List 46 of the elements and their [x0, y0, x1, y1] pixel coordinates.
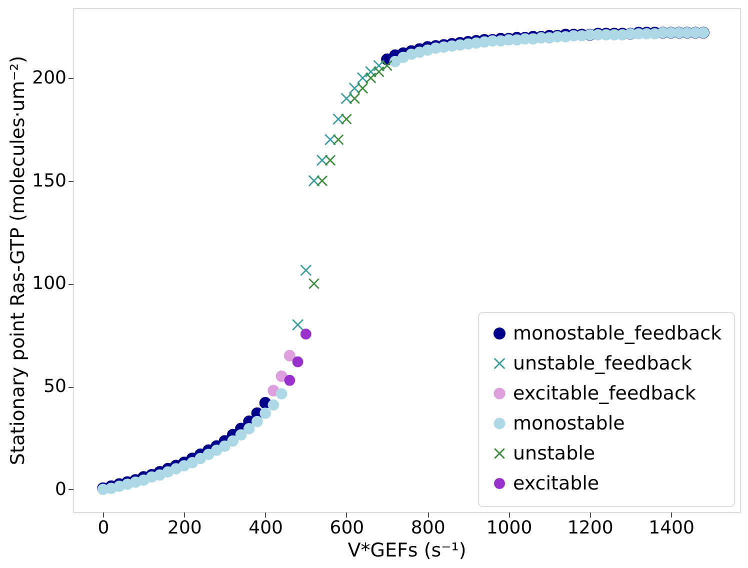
y-tick-label: 100 — [32, 273, 66, 294]
point — [292, 356, 304, 368]
point — [365, 72, 376, 84]
point — [316, 175, 328, 186]
point — [348, 82, 360, 94]
point — [308, 174, 320, 187]
x-tick-label: 1400 — [648, 518, 694, 538]
point — [340, 114, 352, 125]
x-tick-label: 0 — [98, 518, 110, 538]
point — [340, 92, 352, 104]
x-tick-label: 200 — [167, 518, 202, 538]
point — [381, 60, 393, 72]
point — [373, 66, 384, 78]
point — [357, 82, 368, 94]
x-tick-label: 600 — [330, 518, 364, 538]
legend-label: monostable — [513, 412, 625, 434]
point — [284, 350, 296, 362]
legend-label: monostable_feedback — [513, 322, 722, 344]
x-tick-label: 1000 — [486, 518, 532, 538]
y-tick-label: 150 — [32, 170, 66, 192]
y-tick-label: 50 — [44, 376, 66, 398]
point — [300, 328, 312, 340]
x-tick-label: 800 — [410, 518, 446, 538]
legend-label: unstable_feedback — [513, 352, 692, 374]
point — [300, 264, 312, 276]
y-tick-label: 200 — [32, 67, 66, 88]
point — [373, 60, 385, 72]
x-axis-title: V*GEFs (s⁻¹) — [348, 540, 466, 562]
point — [356, 72, 369, 84]
point — [332, 113, 344, 125]
point — [276, 370, 288, 382]
legend-label: excitable — [513, 472, 600, 494]
y-tick-label: 0 — [55, 478, 66, 500]
legend-label: unstable — [513, 442, 596, 464]
x-tick-label: 400 — [248, 518, 283, 538]
point — [324, 134, 336, 146]
point — [316, 154, 328, 166]
y-axis-title: Stationary point Ras-GTP (molecules·um⁻²) — [7, 56, 30, 466]
point — [332, 134, 344, 146]
x-tick-label: 1200 — [567, 518, 614, 538]
point — [308, 278, 320, 290]
point — [284, 374, 296, 386]
point — [349, 92, 360, 104]
point — [292, 318, 304, 331]
legend-label: excitable_feedback — [513, 382, 696, 404]
point — [324, 154, 336, 166]
